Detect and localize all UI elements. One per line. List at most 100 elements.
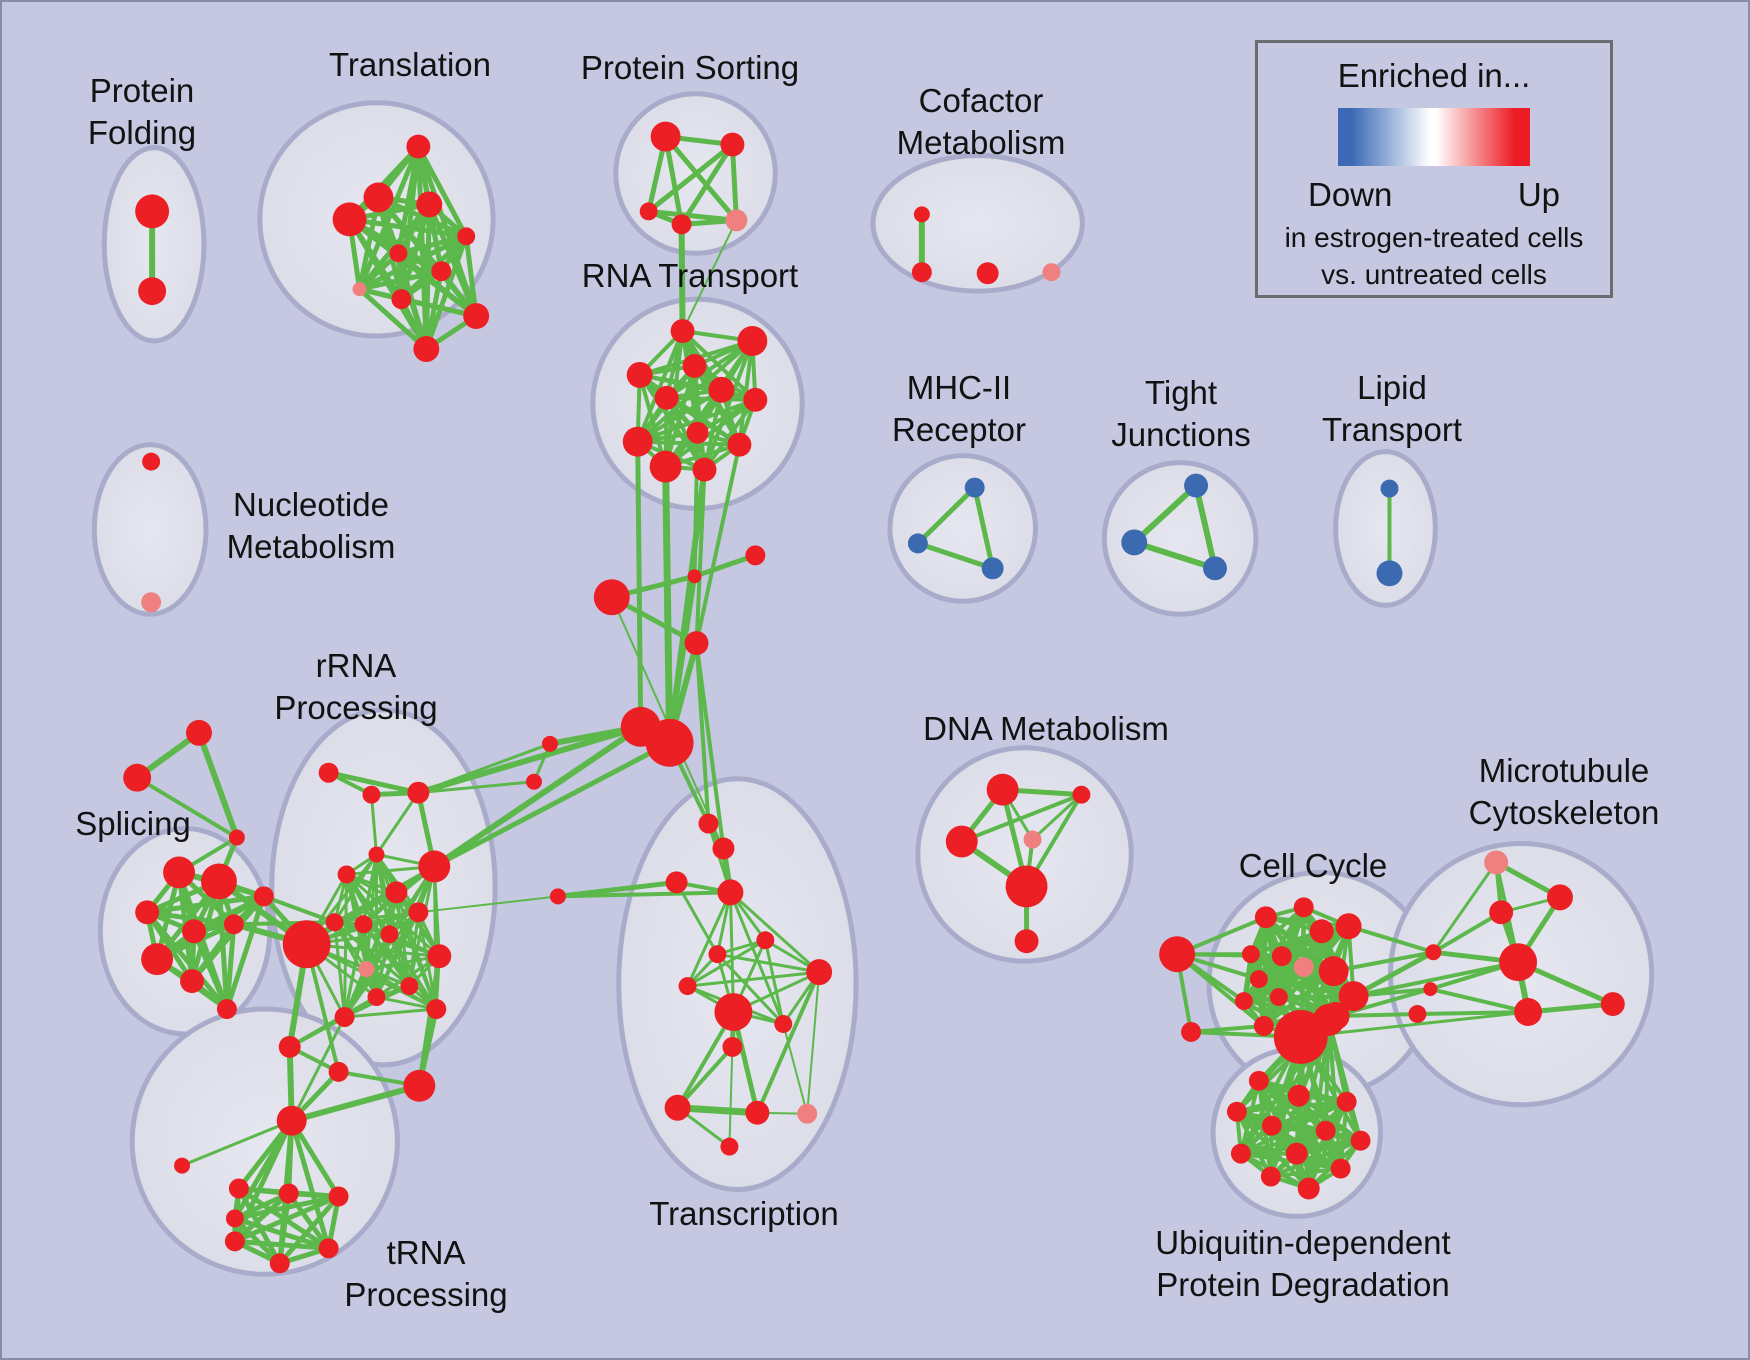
node-m2[interactable] — [907, 533, 928, 554]
node-rt9[interactable] — [622, 426, 653, 457]
node-t3[interactable] — [416, 191, 443, 218]
node-rrh[interactable] — [282, 920, 331, 969]
node-rr6[interactable] — [337, 865, 356, 884]
node-mt5[interactable] — [1514, 998, 1543, 1026]
node-rt4[interactable] — [626, 361, 653, 388]
node-cc5[interactable] — [1241, 945, 1260, 964]
node-stc[interactable] — [228, 829, 245, 846]
node-ubh2[interactable] — [1312, 1004, 1345, 1036]
node-cc7[interactable] — [1293, 957, 1314, 978]
node-mc1[interactable] — [1425, 944, 1442, 961]
node-tx3[interactable] — [665, 871, 688, 894]
node-st2[interactable] — [186, 719, 212, 746]
node-pf1[interactable] — [135, 194, 170, 229]
node-cc6[interactable] — [1271, 946, 1292, 967]
node-rr16[interactable] — [334, 1007, 355, 1027]
node-rr11[interactable] — [380, 925, 399, 944]
node-lt1[interactable] — [1380, 479, 1399, 498]
node-rr1[interactable] — [318, 762, 339, 783]
node-rr14[interactable] — [400, 977, 419, 996]
node-dm6[interactable] — [1014, 929, 1039, 954]
node-mt1[interactable] — [1484, 850, 1509, 875]
node-tn4[interactable] — [225, 1209, 244, 1228]
node-ub3[interactable] — [1336, 1091, 1357, 1112]
node-ps2[interactable] — [720, 132, 745, 157]
node-ub2[interactable] — [1287, 1084, 1310, 1107]
node-sp5[interactable] — [223, 914, 244, 935]
node-st1[interactable] — [123, 763, 152, 792]
node-t11[interactable] — [413, 336, 440, 362]
node-tx10[interactable] — [774, 1015, 793, 1033]
node-tx15[interactable] — [720, 1137, 739, 1156]
node-rt10[interactable] — [727, 432, 752, 457]
node-tx9[interactable] — [714, 993, 753, 1031]
node-ub6[interactable] — [1315, 1120, 1336, 1141]
node-m1[interactable] — [964, 477, 985, 498]
node-tn1[interactable] — [228, 1178, 249, 1199]
node-c2[interactable] — [687, 569, 702, 584]
node-cm1[interactable] — [913, 206, 930, 223]
node-tj3[interactable] — [1203, 556, 1227, 581]
node-rr20[interactable] — [403, 1069, 436, 1102]
node-cc10[interactable] — [1234, 992, 1253, 1011]
node-nm1[interactable] — [142, 452, 161, 471]
node-dm1[interactable] — [986, 773, 1019, 806]
node-ub9[interactable] — [1285, 1142, 1308, 1165]
node-sp9[interactable] — [216, 999, 237, 1019]
node-tn2[interactable] — [278, 1183, 299, 1204]
node-cc3[interactable] — [1309, 919, 1334, 944]
node-mc3[interactable] — [1408, 1005, 1427, 1023]
node-tx13[interactable] — [745, 1100, 770, 1125]
node-rr2[interactable] — [362, 785, 381, 804]
node-t10[interactable] — [463, 303, 490, 330]
node-ub10[interactable] — [1330, 1158, 1351, 1179]
node-cs2[interactable] — [1181, 1021, 1202, 1042]
node-tx14[interactable] — [797, 1103, 818, 1124]
node-sp6[interactable] — [141, 943, 174, 976]
node-sp3[interactable] — [135, 900, 160, 925]
node-sp4[interactable] — [182, 919, 206, 944]
node-pf2[interactable] — [138, 277, 167, 306]
node-ub12[interactable] — [1297, 1177, 1320, 1200]
node-c4[interactable] — [684, 631, 709, 656]
node-rr7[interactable] — [385, 881, 408, 904]
node-tx7[interactable] — [678, 977, 697, 996]
node-tn7[interactable] — [318, 1238, 339, 1259]
node-rr9[interactable] — [325, 913, 344, 932]
node-tx1[interactable] — [698, 813, 719, 834]
node-mt4[interactable] — [1499, 943, 1538, 982]
node-cc1[interactable] — [1254, 906, 1277, 929]
node-rr15[interactable] — [367, 988, 386, 1007]
node-rr17[interactable] — [426, 999, 447, 1019]
node-rr10[interactable] — [354, 915, 373, 934]
node-t6[interactable] — [389, 244, 408, 263]
node-cm4[interactable] — [1042, 263, 1061, 282]
node-tx12[interactable] — [664, 1094, 691, 1121]
node-tn3[interactable] — [328, 1186, 349, 1207]
node-rt1[interactable] — [670, 319, 695, 343]
node-tx6[interactable] — [708, 945, 727, 964]
node-t5[interactable] — [457, 227, 476, 246]
node-rt5[interactable] — [654, 385, 679, 410]
node-rr3[interactable] — [407, 781, 430, 804]
node-ps1[interactable] — [650, 121, 681, 152]
node-cc14[interactable] — [1253, 1016, 1274, 1036]
node-tj2[interactable] — [1121, 529, 1148, 556]
node-dm3[interactable] — [945, 825, 978, 858]
node-rr5[interactable] — [418, 850, 451, 883]
node-sp2[interactable] — [200, 863, 237, 900]
node-tnh[interactable] — [276, 1105, 307, 1136]
node-sp1[interactable] — [163, 856, 196, 889]
node-ub4[interactable] — [1226, 1101, 1247, 1122]
node-ub5[interactable] — [1261, 1115, 1282, 1136]
node-m3[interactable] — [981, 557, 1004, 580]
node-tx11[interactable] — [722, 1036, 743, 1057]
node-dm4[interactable] — [1023, 830, 1042, 849]
node-ps4[interactable] — [671, 214, 692, 235]
node-c3[interactable] — [593, 579, 630, 616]
node-tx2[interactable] — [712, 837, 735, 860]
node-t9[interactable] — [391, 289, 412, 310]
node-ps3[interactable] — [639, 202, 658, 221]
node-c5[interactable] — [541, 735, 558, 752]
node-tn5[interactable] — [224, 1231, 245, 1252]
